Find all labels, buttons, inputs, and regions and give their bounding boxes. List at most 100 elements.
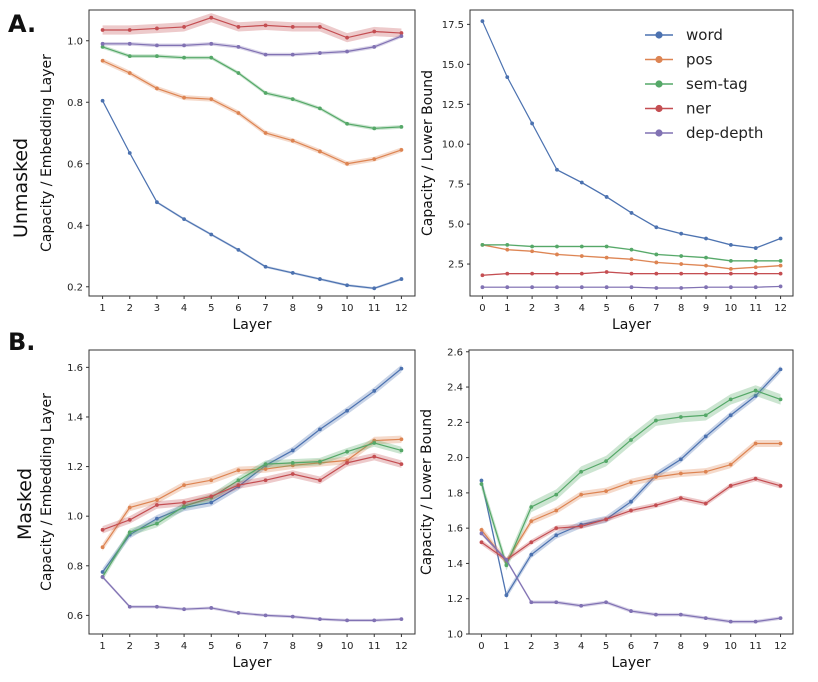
data-point-pos: [263, 131, 268, 135]
data-point-sem-tag: [629, 247, 634, 252]
data-point-word: [555, 167, 559, 172]
x-tick-label: 11: [749, 303, 762, 314]
data-point-ner: [579, 524, 584, 529]
data-point-ner: [236, 25, 241, 29]
x-tick-label: 9: [703, 303, 709, 314]
data-point-sem-tag: [182, 504, 186, 509]
x-tick-label: 8: [290, 303, 296, 314]
data-point-dep-depth: [127, 604, 132, 609]
x-tick-label: 8: [678, 641, 684, 652]
x-tick-label: 3: [154, 303, 160, 314]
confidence-band-sem-tag: [481, 385, 781, 571]
y-tick-label: 0.2: [67, 282, 83, 293]
y-axis-label: Capacity / Embedding Layer: [39, 393, 55, 591]
x-tick-label: 1: [503, 641, 509, 652]
x-tick-label: 2: [529, 303, 535, 314]
data-point-pos: [345, 161, 349, 166]
data-point-word: [100, 570, 105, 574]
data-point-word: [155, 200, 159, 205]
series-pos: [480, 242, 783, 271]
series-line-pos: [102, 60, 402, 165]
data-point-ner: [345, 460, 349, 465]
x-tick-label: 10: [341, 641, 354, 652]
data-point-pos: [679, 262, 684, 266]
data-point-sem-tag: [654, 252, 659, 257]
chart-B-left: 0.60.81.01.21.41.61 2 3 4 5 6 7 8 9 10 11 12LayerCa…: [39, 349, 416, 671]
data-point-dep-depth: [372, 618, 377, 623]
y-tick-label: 0.6: [67, 611, 83, 622]
x-tick-label: 1: [504, 303, 510, 314]
data-point-pos: [604, 255, 609, 260]
data-point-sem-tag: [728, 397, 733, 402]
data-point-dep-depth: [504, 558, 509, 562]
y-tick-label: 17.5: [442, 20, 464, 31]
data-point-dep-depth: [182, 607, 186, 612]
data-point-word: [182, 217, 186, 222]
legend-entry-ner: ner: [645, 100, 712, 118]
y-axis-label: Capacity / Lower Bound: [420, 70, 436, 236]
data-point-sem-tag: [504, 563, 509, 568]
data-point-dep-depth: [290, 614, 295, 619]
series-word: [480, 19, 783, 250]
x-tick-label: 12: [774, 303, 787, 314]
y-tick-label: 1.4: [67, 412, 83, 423]
x-axis-label: Layer: [611, 655, 650, 671]
data-point-pos: [654, 475, 658, 479]
x-axis-label: Layer: [612, 317, 651, 333]
data-point-ner: [372, 454, 377, 459]
data-point-sem-tag: [236, 478, 241, 483]
data-point-pos: [479, 528, 484, 532]
data-point-sem-tag: [555, 244, 559, 249]
data-point-pos: [127, 71, 132, 75]
data-point-dep-depth: [679, 286, 684, 290]
data-point-dep-depth: [100, 575, 105, 579]
x-tick-label: 3: [154, 641, 160, 652]
data-point-word: [345, 408, 349, 413]
series-sem-tag: [100, 45, 404, 131]
data-point-dep-depth: [604, 600, 608, 605]
data-point-ner: [236, 483, 241, 488]
y-tick-label: 0.8: [67, 561, 83, 572]
plot-frame: [469, 9, 794, 297]
data-point-dep-depth: [318, 51, 322, 55]
x-tick-label: 7: [653, 641, 659, 652]
data-point-sem-tag: [579, 469, 584, 474]
series-ner: [100, 13, 404, 43]
data-point-dep-depth: [554, 600, 559, 605]
data-point-ner: [704, 271, 708, 276]
x-tick-label: 7: [262, 641, 268, 652]
data-point-word: [209, 500, 214, 505]
data-point-dep-depth: [399, 34, 404, 39]
y-tick-label: 1.6: [447, 524, 463, 535]
series-ner: [480, 270, 783, 278]
data-point-dep-depth: [579, 285, 584, 290]
x-tick-label: 6: [235, 303, 241, 314]
data-point-dep-depth: [753, 619, 758, 624]
data-point-sem-tag: [345, 449, 349, 454]
data-point-word: [399, 277, 404, 281]
data-point-sem-tag: [530, 244, 535, 249]
data-point-dep-depth: [479, 531, 484, 536]
data-point-word: [753, 246, 758, 250]
data-point-ner: [579, 271, 584, 276]
data-point-sem-tag: [318, 459, 322, 464]
series-line-dep-depth: [102, 576, 402, 621]
data-point-ner: [100, 527, 105, 532]
data-point-ner: [604, 270, 609, 274]
x-tick-label: 7: [653, 303, 659, 314]
x-tick-label: 12: [395, 641, 408, 652]
data-point-pos: [579, 492, 584, 497]
data-point-dep-depth: [263, 613, 268, 618]
data-point-sem-tag: [290, 97, 295, 102]
data-point-sem-tag: [100, 45, 105, 49]
series-sem-tag: [479, 385, 783, 571]
y-tick-label: 1.8: [447, 488, 463, 499]
legend-label-dep-depth: dep-depth: [686, 124, 763, 142]
data-point-dep-depth: [604, 285, 609, 290]
data-point-ner: [604, 517, 608, 522]
data-point-dep-depth: [263, 52, 268, 57]
data-point-ner: [399, 31, 404, 35]
legend-label-ner: ner: [686, 100, 712, 118]
data-point-sem-tag: [505, 242, 510, 247]
x-tick-label: 11: [368, 641, 381, 652]
